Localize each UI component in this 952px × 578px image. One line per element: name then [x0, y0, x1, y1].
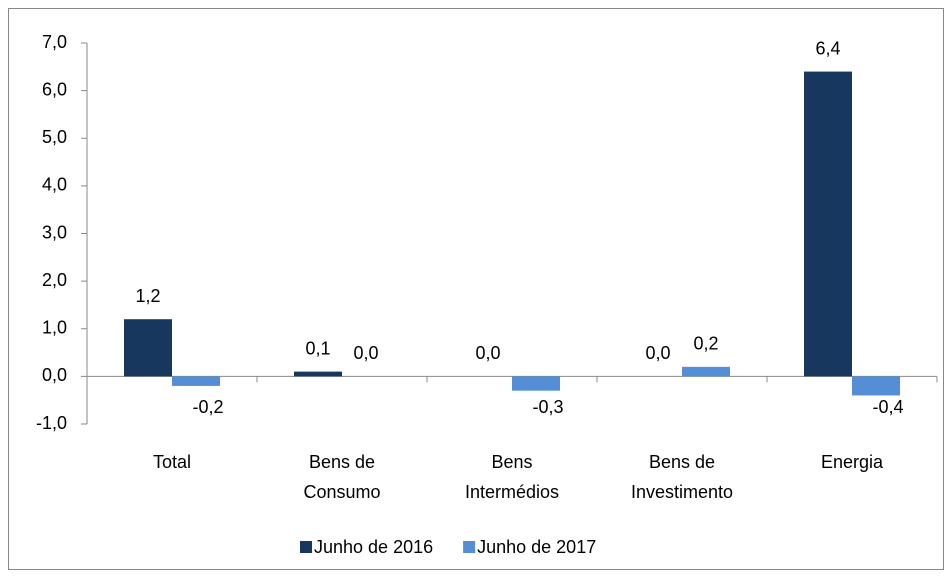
data-label: -0,3	[532, 397, 563, 417]
x-tick-label: Energia	[820, 452, 884, 472]
x-tick-label: Total	[152, 452, 192, 472]
x-tick-label: Bens de Investimento	[630, 452, 734, 502]
y-tick-label: 0,0	[42, 365, 67, 385]
data-label: -0,4	[872, 397, 903, 417]
legend-label: Junho de 2016	[314, 537, 433, 557]
y-tick-label: 3,0	[42, 222, 67, 242]
y-tick-label: 5,0	[42, 127, 67, 147]
bar	[294, 371, 342, 377]
data-label: 0,0	[475, 343, 500, 363]
data-label: 0,1	[305, 338, 330, 358]
bar	[852, 376, 900, 396]
y-tick-label: 2,0	[42, 270, 67, 290]
y-tick-label: 6,0	[42, 79, 67, 99]
bar	[682, 366, 730, 377]
data-label: 0,2	[693, 334, 718, 354]
y-tick-label: 1,0	[42, 318, 67, 338]
legend-swatch	[300, 541, 312, 553]
y-tick-label: -1,0	[36, 413, 67, 433]
data-label: -0,2	[192, 397, 223, 417]
bar	[804, 71, 852, 377]
data-label: 0,0	[645, 343, 670, 363]
y-tick-label: 7,0	[42, 32, 67, 52]
bar	[172, 376, 220, 386]
legend-label: Junho de 2017	[477, 537, 596, 557]
chart-frame	[8, 8, 944, 570]
bar	[512, 376, 560, 391]
x-tick-label: Bens Intermédios	[464, 452, 560, 502]
data-label: 0,0	[353, 343, 378, 363]
data-label: 6,4	[815, 38, 840, 58]
bar	[124, 319, 172, 377]
y-tick-label: 4,0	[42, 175, 67, 195]
data-label: 1,2	[135, 286, 160, 306]
x-tick-label: Bens de Consumo	[303, 452, 381, 502]
legend-swatch	[463, 541, 476, 553]
